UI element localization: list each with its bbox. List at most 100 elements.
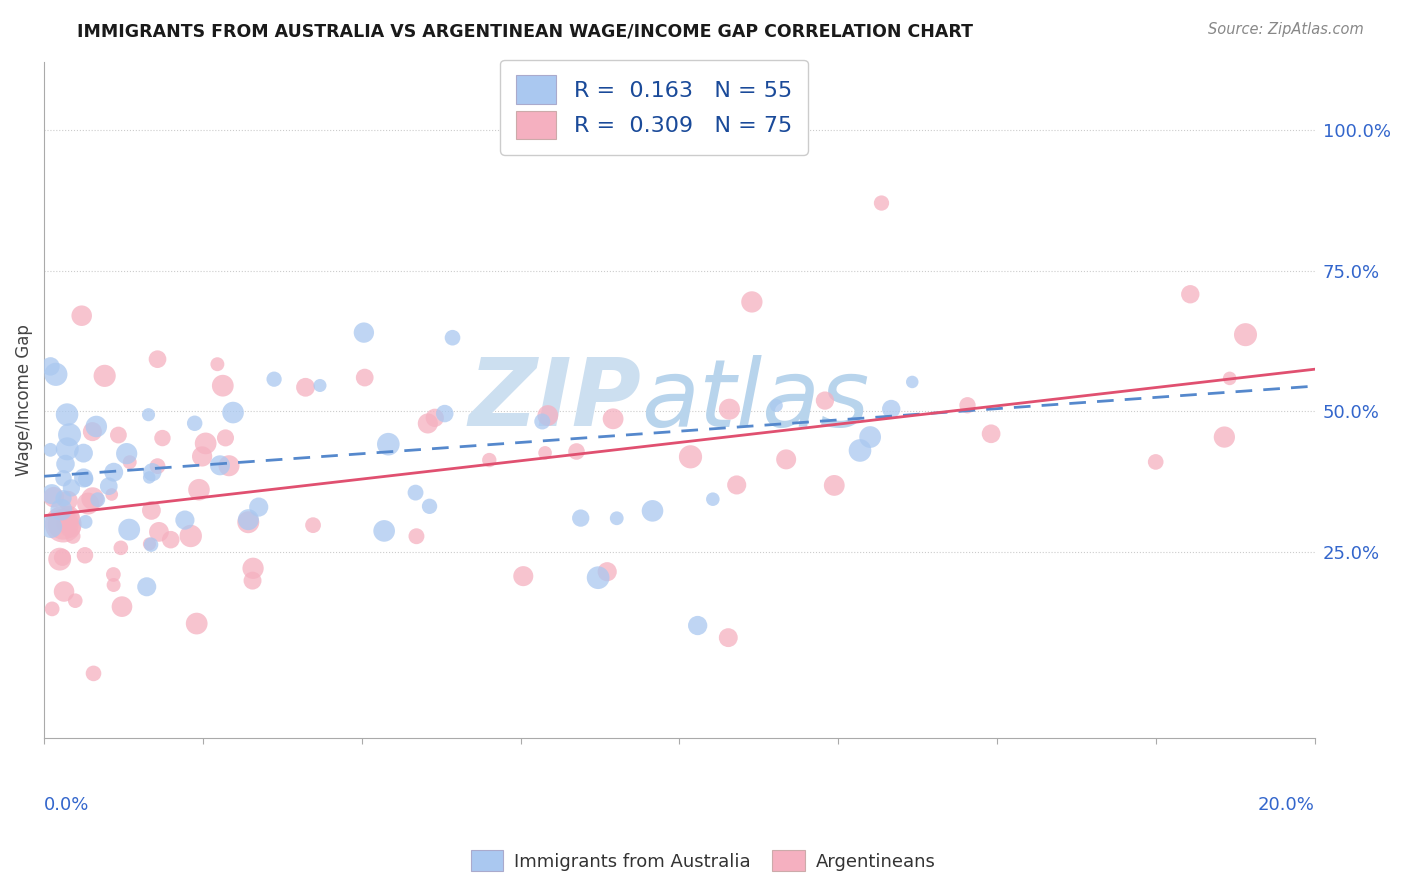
Point (717, 631, 740, 645)
Point (180, 529, 202, 543)
Point (586, 571, 609, 585)
Point (263, 372, 285, 386)
Point (138, 470, 160, 484)
Y-axis label: Wage/Income Gap: Wage/Income Gap (15, 325, 32, 476)
Point (93, 368, 115, 383)
Point (84, 419, 107, 434)
Point (41, 487, 63, 501)
Point (115, 447, 138, 461)
Point (103, 567, 125, 582)
Point (39, 359, 62, 374)
Legend: Immigrants from Australia, Argentineans: Immigrants from Australia, Argentineans (464, 843, 942, 879)
Point (73, 549, 96, 563)
Point (141, 465, 163, 479)
Point (55, 516, 77, 530)
Point (1144, 455, 1167, 469)
Point (441, 331, 464, 345)
Point (56, 442, 79, 456)
Point (39, 442, 62, 457)
Point (741, 294, 763, 309)
Text: IMMIGRANTS FROM AUSTRALIA VS ARGENTINEAN WAGE/INCOME GAP CORRELATION CHART: IMMIGRANTS FROM AUSTRALIA VS ARGENTINEAN… (77, 22, 973, 40)
Point (814, 393, 837, 408)
Point (138, 537, 160, 551)
Point (373, 524, 395, 538)
Point (537, 409, 560, 423)
Point (242, 561, 264, 575)
Point (512, 569, 534, 583)
Point (194, 436, 217, 450)
Point (56, 408, 79, 422)
Point (1180, 287, 1202, 301)
Point (718, 402, 741, 417)
Point (901, 375, 924, 389)
Point (214, 431, 236, 445)
Text: 0.0%: 0.0% (44, 796, 90, 814)
Point (42, 490, 65, 504)
Point (222, 406, 245, 420)
Point (478, 453, 501, 467)
Point (83, 666, 105, 681)
Point (139, 538, 162, 552)
Point (51, 550, 73, 565)
Point (353, 326, 375, 340)
Point (569, 511, 592, 525)
Point (70, 309, 93, 323)
Point (118, 455, 141, 469)
Point (416, 417, 439, 431)
Point (207, 357, 229, 371)
Point (135, 580, 157, 594)
Point (60, 481, 83, 495)
Point (82, 491, 104, 506)
Text: Source: ZipAtlas.com: Source: ZipAtlas.com (1208, 22, 1364, 37)
Point (188, 483, 211, 497)
Point (534, 446, 557, 460)
Point (118, 523, 141, 537)
Point (218, 458, 240, 473)
Point (39, 520, 62, 534)
Point (65, 593, 87, 607)
Point (405, 529, 427, 543)
Point (72, 471, 94, 485)
Point (1213, 430, 1236, 444)
Point (58, 509, 80, 524)
Point (725, 478, 748, 492)
Text: 20.0%: 20.0% (1258, 796, 1315, 814)
Point (48, 552, 70, 566)
Point (596, 565, 619, 579)
Point (302, 518, 325, 533)
Point (82, 425, 104, 439)
Point (775, 452, 797, 467)
Point (565, 444, 588, 458)
Point (405, 485, 427, 500)
Point (641, 504, 664, 518)
Point (765, 399, 787, 413)
Point (353, 370, 375, 384)
Point (686, 618, 709, 632)
Point (186, 616, 208, 631)
Point (174, 513, 197, 527)
Point (956, 398, 979, 412)
Point (103, 465, 125, 479)
Point (141, 503, 163, 517)
Point (58, 427, 80, 442)
Point (41, 602, 63, 616)
Point (138, 408, 160, 422)
Point (72, 446, 94, 460)
Point (377, 437, 399, 451)
Point (77, 497, 100, 511)
Point (294, 380, 316, 394)
Point (870, 196, 893, 211)
Point (159, 533, 181, 547)
Point (97, 479, 120, 493)
Point (56, 493, 79, 508)
Point (53, 584, 76, 599)
Point (52, 517, 75, 532)
Point (702, 492, 724, 507)
Point (148, 524, 170, 539)
Point (433, 407, 456, 421)
Point (208, 458, 231, 473)
Point (980, 426, 1002, 441)
Point (880, 402, 903, 417)
Point (59, 520, 82, 534)
Point (859, 430, 882, 444)
